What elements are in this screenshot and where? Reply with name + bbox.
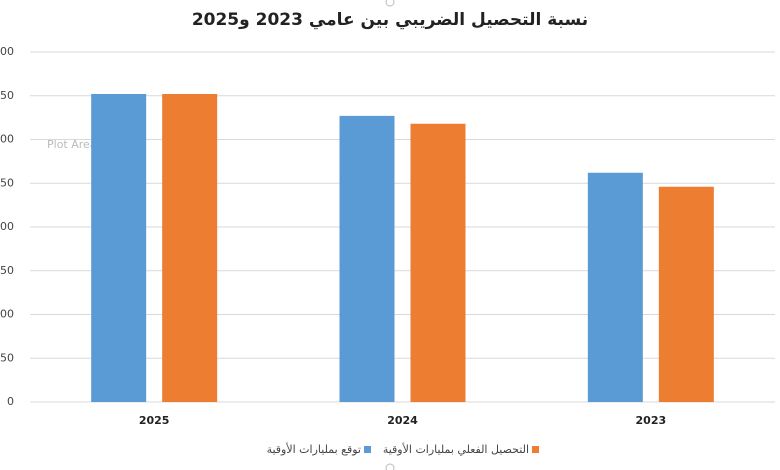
y-tick-label: 300: [0, 133, 14, 146]
bar: [339, 115, 395, 402]
legend-label: التحصيل الفعلي بمليارات الأوقية: [383, 442, 529, 456]
bar: [162, 94, 218, 402]
chart-title: نسبة التحصيل الضريبي بين عامي 2023 و2025: [192, 10, 588, 30]
y-tick-label: 400: [0, 45, 14, 58]
tooltip: Plot Area: [47, 138, 97, 151]
bar: [587, 172, 643, 402]
legend-label: توقع بمليارات الأوقية: [267, 442, 361, 456]
bar: [658, 186, 714, 402]
y-tick-label: 100: [0, 308, 14, 321]
bar: [410, 123, 466, 402]
y-tick-label: 200: [0, 220, 14, 233]
y-tick-label: 250: [0, 176, 14, 189]
x-tick-label: 2023: [636, 414, 667, 427]
bar: [91, 94, 147, 402]
y-tick-label: 150: [0, 264, 14, 277]
x-tick-label: 2024: [387, 414, 418, 427]
y-tick-label: 50: [0, 351, 14, 364]
handle: [385, 463, 395, 470]
y-tick-label: 0: [7, 395, 14, 408]
legend-swatch: [532, 446, 539, 453]
handle: [385, 0, 395, 7]
legend-swatch: [364, 446, 371, 453]
y-tick-label: 350: [0, 89, 14, 102]
x-tick-label: 2025: [139, 414, 170, 427]
